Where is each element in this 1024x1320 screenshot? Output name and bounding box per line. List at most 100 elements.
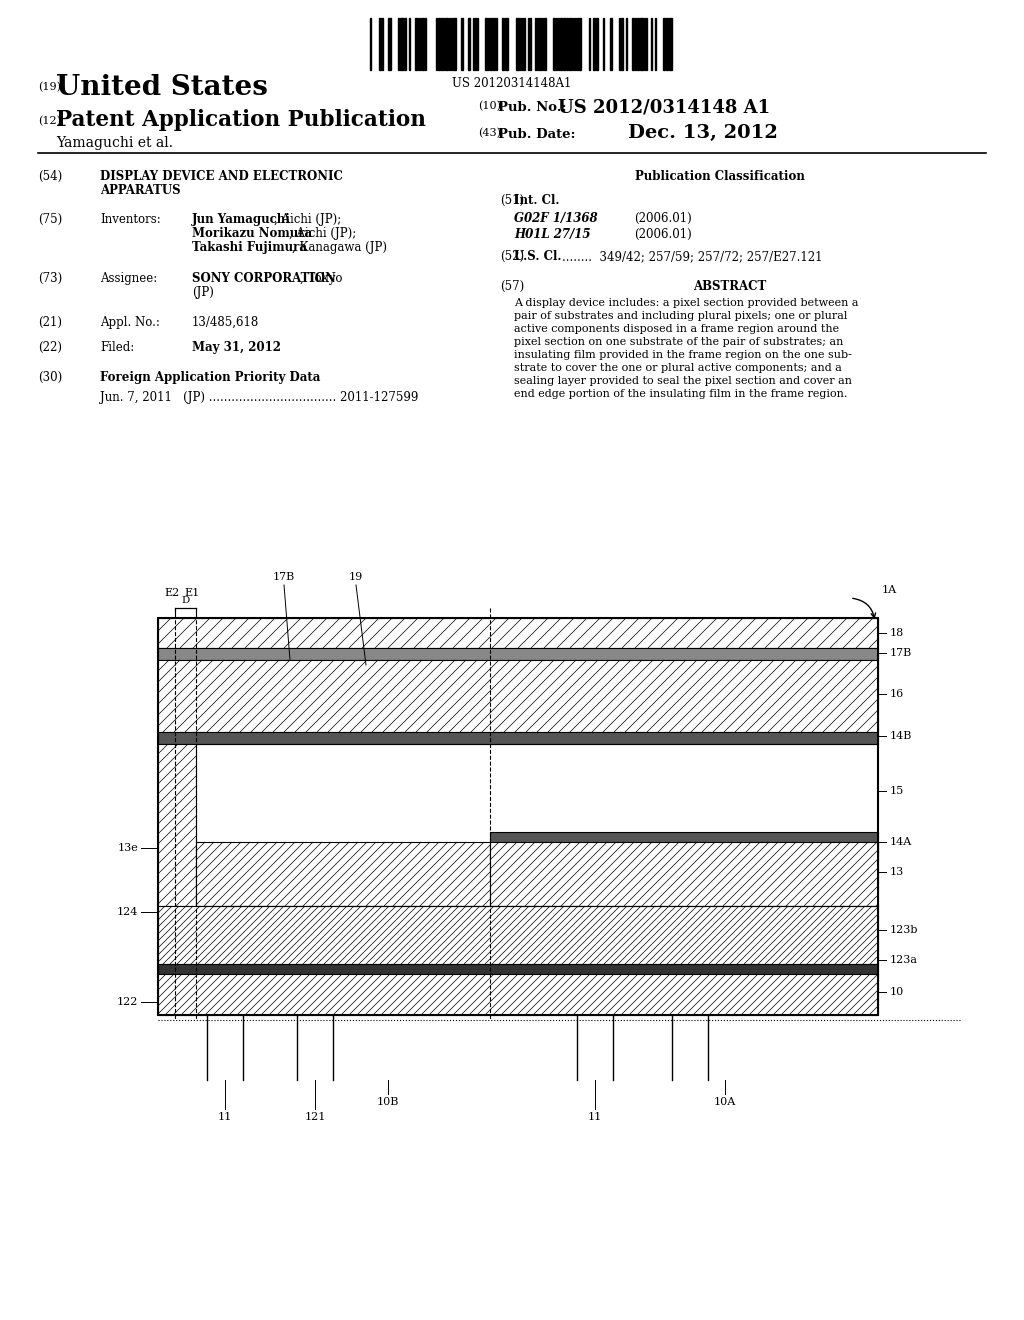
Text: (54): (54) bbox=[38, 170, 62, 183]
Bar bbox=[158, 744, 196, 906]
Bar bbox=[438, 18, 440, 70]
Text: (2006.01): (2006.01) bbox=[634, 228, 692, 242]
Text: 13/485,618: 13/485,618 bbox=[193, 315, 259, 329]
Text: 124: 124 bbox=[117, 907, 138, 917]
Text: 123a: 123a bbox=[890, 954, 918, 965]
Text: 123b: 123b bbox=[890, 925, 919, 935]
Bar bbox=[490, 18, 492, 70]
Text: Assignee:: Assignee: bbox=[100, 272, 158, 285]
Text: 16: 16 bbox=[890, 689, 904, 700]
Bar bbox=[544, 18, 546, 70]
Bar bbox=[490, 842, 878, 906]
Bar bbox=[158, 906, 878, 964]
Bar bbox=[621, 18, 623, 70]
Bar bbox=[158, 648, 878, 660]
Bar bbox=[400, 18, 403, 70]
Text: insulating film provided in the frame region on the one sub-: insulating film provided in the frame re… bbox=[514, 350, 852, 360]
Text: U.S. Cl.: U.S. Cl. bbox=[514, 249, 561, 263]
Text: G02F 1/1368: G02F 1/1368 bbox=[514, 213, 598, 224]
Bar bbox=[666, 18, 668, 70]
Text: (10): (10) bbox=[478, 102, 501, 111]
Text: ........  349/42; 257/59; 257/72; 257/E27.121: ........ 349/42; 257/59; 257/72; 257/E27… bbox=[562, 249, 822, 263]
Bar bbox=[553, 18, 555, 70]
Text: Morikazu Nomura: Morikazu Nomura bbox=[193, 227, 312, 240]
Text: active components disposed in a frame region around the: active components disposed in a frame re… bbox=[514, 323, 839, 334]
Text: , Kanagawa (JP): , Kanagawa (JP) bbox=[292, 242, 387, 253]
Text: (57): (57) bbox=[500, 280, 524, 293]
Bar bbox=[566, 18, 568, 70]
Bar bbox=[158, 733, 878, 744]
Bar bbox=[379, 18, 381, 70]
Text: (2006.01): (2006.01) bbox=[634, 213, 692, 224]
Text: US 20120314148A1: US 20120314148A1 bbox=[453, 77, 571, 90]
Text: (22): (22) bbox=[38, 341, 62, 354]
Text: Inventors:: Inventors: bbox=[100, 213, 161, 226]
Bar bbox=[441, 18, 443, 70]
Bar bbox=[502, 18, 504, 70]
Text: Pub. Date:: Pub. Date: bbox=[498, 128, 575, 141]
Bar bbox=[640, 18, 643, 70]
Text: E2: E2 bbox=[165, 587, 179, 598]
Text: (75): (75) bbox=[38, 213, 62, 226]
Text: (51): (51) bbox=[500, 194, 524, 207]
Bar bbox=[158, 618, 878, 648]
Text: Int. Cl.: Int. Cl. bbox=[514, 194, 559, 207]
Bar bbox=[461, 18, 463, 70]
Text: ABSTRACT: ABSTRACT bbox=[693, 280, 767, 293]
Bar bbox=[158, 618, 878, 1015]
Text: United States: United States bbox=[56, 74, 268, 102]
Text: (30): (30) bbox=[38, 371, 62, 384]
Text: sealing layer provided to seal the pixel section and cover an: sealing layer provided to seal the pixel… bbox=[514, 376, 852, 385]
Text: May 31, 2012: May 31, 2012 bbox=[193, 341, 281, 354]
Text: 10B: 10B bbox=[377, 1097, 399, 1107]
Bar bbox=[563, 18, 565, 70]
Text: 10A: 10A bbox=[714, 1097, 736, 1107]
Text: 17B: 17B bbox=[890, 648, 912, 657]
Text: US 2012/0314148 A1: US 2012/0314148 A1 bbox=[558, 99, 770, 117]
Text: , Aichi (JP);: , Aichi (JP); bbox=[274, 213, 341, 226]
Text: (12): (12) bbox=[38, 116, 61, 127]
Bar bbox=[593, 18, 595, 70]
Text: 19: 19 bbox=[349, 572, 364, 582]
Text: 11: 11 bbox=[218, 1111, 232, 1122]
Text: , Aichi (JP);: , Aichi (JP); bbox=[289, 227, 356, 240]
Text: 121: 121 bbox=[304, 1111, 326, 1122]
Bar bbox=[158, 974, 878, 1015]
Text: pair of substrates and including plural pixels; one or plural: pair of substrates and including plural … bbox=[514, 312, 848, 321]
Bar bbox=[610, 18, 612, 70]
Bar bbox=[415, 18, 417, 70]
Bar bbox=[516, 18, 519, 70]
Bar bbox=[468, 18, 470, 70]
Bar bbox=[490, 832, 878, 854]
Text: A display device includes: a pixel section provided between a: A display device includes: a pixel secti… bbox=[514, 298, 858, 308]
Text: Filed:: Filed: bbox=[100, 341, 134, 354]
Text: 18: 18 bbox=[890, 628, 904, 638]
Bar bbox=[493, 18, 495, 70]
Bar bbox=[196, 842, 490, 906]
Text: end edge portion of the insulating film in the frame region.: end edge portion of the insulating film … bbox=[514, 389, 848, 399]
Bar bbox=[422, 18, 424, 70]
Bar bbox=[632, 18, 634, 70]
Bar bbox=[637, 18, 639, 70]
FancyArrowPatch shape bbox=[853, 598, 876, 618]
Text: APPARATUS: APPARATUS bbox=[100, 183, 180, 197]
Bar bbox=[485, 18, 487, 70]
Bar bbox=[453, 18, 456, 70]
Text: pixel section on one substrate of the pair of substrates; an: pixel section on one substrate of the pa… bbox=[514, 337, 844, 347]
Text: Yamaguchi et al.: Yamaguchi et al. bbox=[56, 136, 173, 150]
Bar bbox=[663, 18, 665, 70]
Text: (73): (73) bbox=[38, 272, 62, 285]
Text: (JP): (JP) bbox=[193, 286, 214, 300]
Text: Patent Application Publication: Patent Application Publication bbox=[56, 110, 426, 131]
Bar bbox=[596, 18, 598, 70]
Text: 17B: 17B bbox=[272, 572, 295, 582]
Bar bbox=[158, 660, 878, 733]
Text: H01L 27/15: H01L 27/15 bbox=[514, 228, 591, 242]
Text: 11: 11 bbox=[588, 1111, 602, 1122]
Text: strate to cover the one or plural active components; and a: strate to cover the one or plural active… bbox=[514, 363, 842, 374]
Text: Foreign Application Priority Data: Foreign Application Priority Data bbox=[100, 371, 321, 384]
Text: 15: 15 bbox=[890, 785, 904, 796]
Bar bbox=[404, 18, 406, 70]
Bar bbox=[446, 18, 449, 70]
Bar bbox=[388, 18, 391, 70]
